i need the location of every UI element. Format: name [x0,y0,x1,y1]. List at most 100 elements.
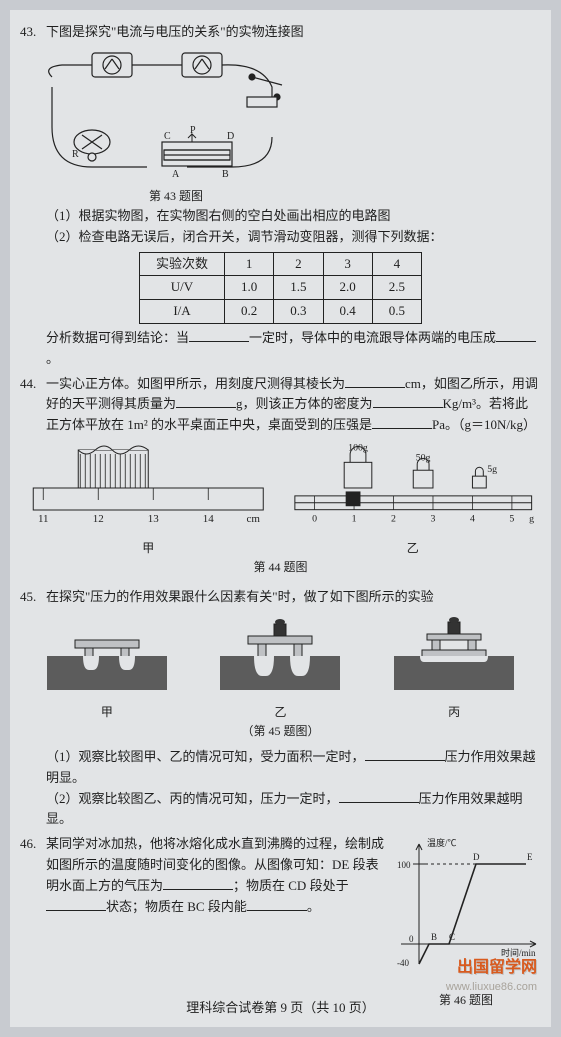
t: 一实心正方体。如图甲所示，用刻度尺测得其棱长为 [46,376,345,391]
blank [496,329,536,342]
t: 。 [307,899,320,914]
td: U/V [139,276,224,300]
q43: 43. 下图是探究"电流与电压的关系"的实物连接图 [20,22,541,43]
table-row: I/A 0.2 0.3 0.4 0.5 [139,300,421,324]
q44-lab-l: 甲 [20,539,277,558]
q45-lab-c: 丙 [384,703,524,722]
q45-stem: 在探究"压力的作用效果跟什么因素有关"时，做了如下图所示的实验 [46,587,541,608]
q45-figures: 甲 乙 丙 [20,616,541,722]
tick: 12 [93,513,104,525]
q43-conclusion: 分析数据可得到结论：当一定时，导体中的电流跟导体两端的电压成。 [46,328,541,370]
q46-num: 46. [20,834,46,984]
ytick: -40 [397,958,409,968]
tick: g [529,513,534,524]
q45-fig-b: 乙 [210,616,350,722]
watermark-text: 出国留学网 [457,955,537,981]
tick: 13 [148,513,160,525]
q44: 44. 一实心正方体。如图甲所示，用刻度尺测得其棱长为cm，如图乙所示，用调好的… [20,374,541,436]
q45-lab-a: 甲 [37,703,177,722]
tick: 2 [391,513,396,524]
blank [339,790,419,803]
q44-fig-label: 第 44 题图 [20,558,541,577]
q45-lab-b: 乙 [210,703,350,722]
label-C: C [164,131,171,142]
w: 5g [487,464,497,475]
tick: 1 [351,513,356,524]
t: ；物质在 CD 段处于 [233,878,349,893]
label-A: A [172,169,180,180]
q43-table: 实验次数 1 2 3 4 U/V 1.0 1.5 2.0 2.5 I/A 0.2… [139,252,422,324]
q45-p1: （1）观察比较图甲、乙的情况可知，受力面积一定时，压力作用效果越明显。 [46,747,541,789]
q43-p2: （2）检查电路无误后，闭合开关，调节滑动变阻器，测得下列数据： [46,227,541,248]
exam-page: 43. 下图是探究"电流与电压的关系"的实物连接图 [10,10,551,1027]
w: 50g [415,452,430,463]
td: 2.0 [323,276,372,300]
table-row: U/V 1.0 1.5 2.0 2.5 [139,276,421,300]
td: 1.5 [274,276,323,300]
tick: 0 [312,513,317,524]
q43-circuit-figure: C P D R A B [32,47,292,187]
label-R: R [72,149,79,160]
tick: 5 [509,513,514,524]
q44-body: 一实心正方体。如图甲所示，用刻度尺测得其棱长为cm，如图乙所示，用调好的天平测得… [46,374,541,436]
blank [247,898,307,911]
w: 100g [348,442,368,453]
q45-fig-c: 丙 [384,616,524,722]
th: 1 [225,252,274,276]
q44-num: 44. [20,374,46,436]
t: Pa。（g＝10N/kg） [432,417,536,432]
td: 0.4 [323,300,372,324]
q43-fig-label: 第 43 题图 [46,187,306,206]
blank [345,375,405,388]
t: 状态；物质在 BC 段内能 [106,899,247,914]
q43-stem: 下图是探究"电流与电压的关系"的实物连接图 [46,22,541,43]
th: 4 [372,252,421,276]
pt: D [473,852,480,862]
q44-balance-figure: 100g 50g 5g 0 1 2 3 4 5 g 乙 [285,442,542,558]
tick: cm [247,513,261,525]
ylabel: 温度/℃ [427,837,457,848]
label-D: D [227,131,234,142]
q45-fig-a: 甲 [37,616,177,722]
td: I/A [139,300,224,324]
q44-figures: 11 12 13 14 cm 甲 [20,442,541,558]
watermark-url: www.liuxue86.com [446,979,537,997]
ytick: 0 [409,934,414,944]
blank [189,329,249,342]
th: 2 [274,252,323,276]
td: 2.5 [372,276,421,300]
blank [46,898,106,911]
th: 实验次数 [139,252,224,276]
label-B: B [222,169,229,180]
table-row-head: 实验次数 1 2 3 4 [139,252,421,276]
q43-p1: （1）根据实物图，在实物图右侧的空白处画出相应的电路图 [46,206,541,227]
q43-num: 43. [20,22,46,43]
pt: C [449,932,455,942]
t: （2）观察比较图乙、丙的情况可知，压力一定时， [46,791,339,806]
q45-num: 45. [20,587,46,608]
q43-conc-b: 一定时，导体中的电流跟导体两端的电压成 [249,330,496,345]
q44-ruler-figure: 11 12 13 14 cm 甲 [20,442,277,558]
q44-lab-r: 乙 [285,539,542,558]
td: 0.5 [372,300,421,324]
t: g，则该正方体的密度为 [236,396,373,411]
td: 0.2 [225,300,274,324]
blank [373,395,443,408]
th: 3 [323,252,372,276]
pt: B [431,932,437,942]
td: 0.3 [274,300,323,324]
tick: 14 [203,513,215,525]
q45-p2: （2）观察比较图乙、丙的情况可知，压力一定时，压力作用效果越明显。 [46,789,541,831]
q45-fig-label: （第 45 题图） [20,722,541,741]
q45: 45. 在探究"压力的作用效果跟什么因素有关"时，做了如下图所示的实验 [20,587,541,608]
label-P: P [190,125,196,136]
tick: 3 [430,513,435,524]
q43-conc-c: 。 [46,351,59,366]
blank [163,877,233,890]
tick: 11 [38,513,49,525]
blank [372,416,432,429]
ytick: 100 [397,860,411,870]
td: 1.0 [225,276,274,300]
pt: E [527,852,533,862]
t: （1）观察比较图甲、乙的情况可知，受力面积一定时， [46,749,365,764]
